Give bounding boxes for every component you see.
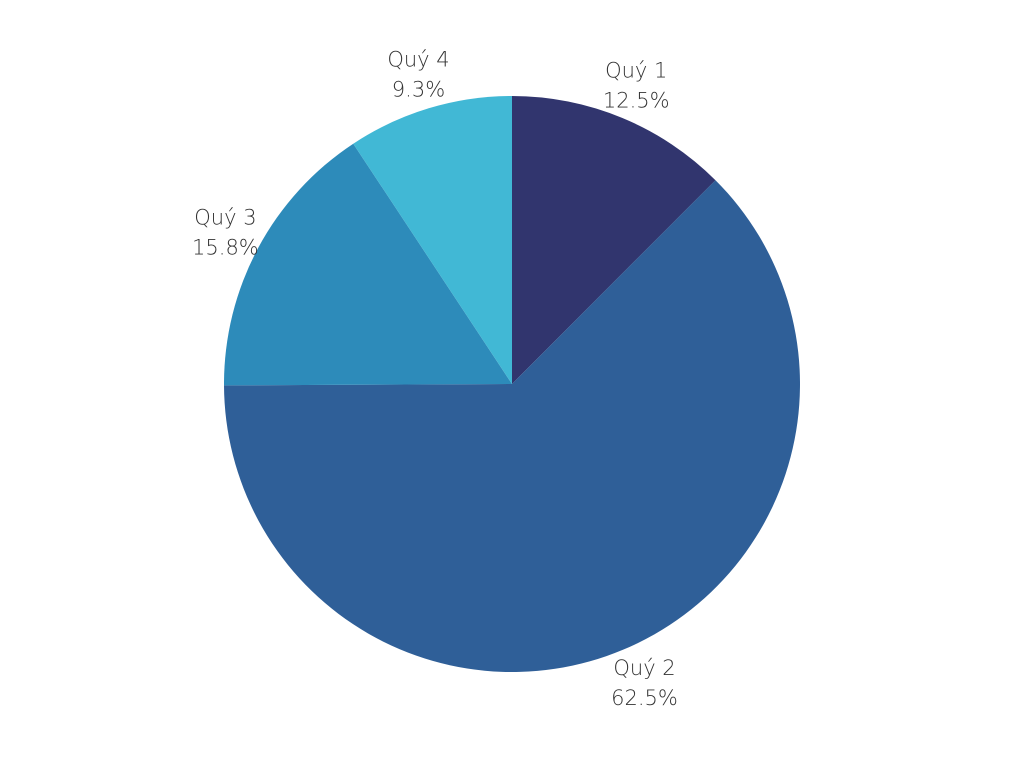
slice-label-category-3: Quý 3 <box>194 206 256 230</box>
slice-label-percent-4: 9.3% <box>392 78 445 102</box>
slice-label-category-1: Quý 1 <box>605 59 667 83</box>
slice-label-percent-1: 12.5% <box>603 89 670 113</box>
pie-slice-1 <box>512 96 716 384</box>
slice-label-percent-3: 15.8% <box>192 236 259 260</box>
slice-label-percent-2: 62.5% <box>611 686 678 710</box>
pie-slice-2 <box>224 180 801 672</box>
pie-slices <box>224 96 801 672</box>
pie-labels: Quý 1 12.5% Quý 2 62.5% Quý 3 15.8% Quý 4 9.3% <box>192 48 678 710</box>
slice-label-category-2: Quý 2 <box>613 656 675 680</box>
slice-label-category-4: Quý 4 <box>387 48 449 72</box>
pie-slice-4 <box>353 96 512 384</box>
pie-slice-3 <box>224 143 512 386</box>
